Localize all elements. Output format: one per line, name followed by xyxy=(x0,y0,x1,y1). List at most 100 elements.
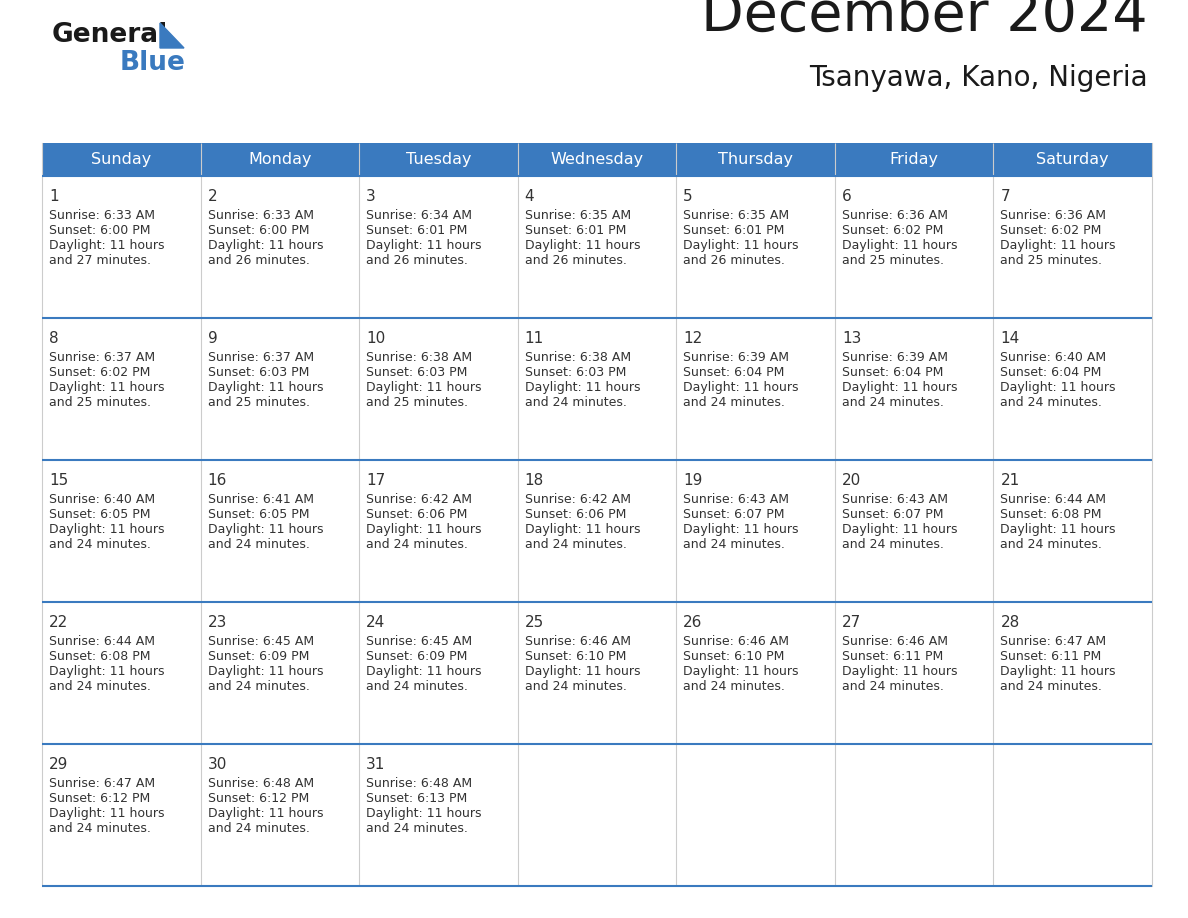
Text: and 24 minutes.: and 24 minutes. xyxy=(366,538,468,551)
Text: Sunrise: 6:42 AM: Sunrise: 6:42 AM xyxy=(525,493,631,506)
Text: Sunset: 6:01 PM: Sunset: 6:01 PM xyxy=(525,224,626,237)
Text: Sunset: 6:01 PM: Sunset: 6:01 PM xyxy=(366,224,468,237)
Text: and 25 minutes.: and 25 minutes. xyxy=(366,396,468,409)
Text: Blue: Blue xyxy=(120,50,185,76)
Text: 23: 23 xyxy=(208,615,227,630)
Text: 24: 24 xyxy=(366,615,385,630)
Text: Sunrise: 6:45 AM: Sunrise: 6:45 AM xyxy=(366,635,473,648)
Text: and 26 minutes.: and 26 minutes. xyxy=(366,254,468,267)
Text: Sunrise: 6:35 AM: Sunrise: 6:35 AM xyxy=(683,209,789,222)
Text: Daylight: 11 hours: Daylight: 11 hours xyxy=(208,665,323,678)
Text: General: General xyxy=(52,22,169,48)
Text: and 24 minutes.: and 24 minutes. xyxy=(842,680,943,693)
Text: Daylight: 11 hours: Daylight: 11 hours xyxy=(842,239,958,252)
Text: Daylight: 11 hours: Daylight: 11 hours xyxy=(1000,239,1116,252)
Text: 30: 30 xyxy=(208,757,227,772)
Text: Sunrise: 6:43 AM: Sunrise: 6:43 AM xyxy=(683,493,789,506)
Text: Sunrise: 6:35 AM: Sunrise: 6:35 AM xyxy=(525,209,631,222)
Bar xyxy=(42,318,1152,460)
Text: and 24 minutes.: and 24 minutes. xyxy=(49,680,151,693)
Text: Daylight: 11 hours: Daylight: 11 hours xyxy=(683,381,798,394)
Text: Sunrise: 6:37 AM: Sunrise: 6:37 AM xyxy=(208,351,314,364)
Text: 20: 20 xyxy=(842,473,861,488)
Text: Sunset: 6:01 PM: Sunset: 6:01 PM xyxy=(683,224,784,237)
Text: 14: 14 xyxy=(1000,331,1019,346)
Text: Sunset: 6:06 PM: Sunset: 6:06 PM xyxy=(525,508,626,521)
Text: Sunset: 6:12 PM: Sunset: 6:12 PM xyxy=(208,792,309,805)
Text: Sunrise: 6:36 AM: Sunrise: 6:36 AM xyxy=(1000,209,1106,222)
Text: Sunrise: 6:48 AM: Sunrise: 6:48 AM xyxy=(208,777,314,790)
Text: Wednesday: Wednesday xyxy=(550,152,644,167)
Text: Tuesday: Tuesday xyxy=(405,152,472,167)
Text: and 24 minutes.: and 24 minutes. xyxy=(1000,538,1102,551)
Text: Sunset: 6:09 PM: Sunset: 6:09 PM xyxy=(366,650,468,663)
Text: Sunrise: 6:46 AM: Sunrise: 6:46 AM xyxy=(842,635,948,648)
Text: and 24 minutes.: and 24 minutes. xyxy=(525,538,626,551)
Text: Daylight: 11 hours: Daylight: 11 hours xyxy=(49,239,164,252)
Text: 25: 25 xyxy=(525,615,544,630)
Text: Sunrise: 6:47 AM: Sunrise: 6:47 AM xyxy=(49,777,156,790)
Text: Sunset: 6:00 PM: Sunset: 6:00 PM xyxy=(208,224,309,237)
Text: Sunset: 6:13 PM: Sunset: 6:13 PM xyxy=(366,792,467,805)
Text: Sunset: 6:10 PM: Sunset: 6:10 PM xyxy=(525,650,626,663)
Text: 15: 15 xyxy=(49,473,68,488)
Text: and 26 minutes.: and 26 minutes. xyxy=(208,254,309,267)
Text: Daylight: 11 hours: Daylight: 11 hours xyxy=(208,807,323,820)
Text: Sunrise: 6:48 AM: Sunrise: 6:48 AM xyxy=(366,777,473,790)
Text: Daylight: 11 hours: Daylight: 11 hours xyxy=(49,665,164,678)
Text: and 24 minutes.: and 24 minutes. xyxy=(49,822,151,835)
Text: Sunrise: 6:33 AM: Sunrise: 6:33 AM xyxy=(49,209,154,222)
Text: and 24 minutes.: and 24 minutes. xyxy=(49,538,151,551)
Text: and 24 minutes.: and 24 minutes. xyxy=(525,396,626,409)
Text: and 24 minutes.: and 24 minutes. xyxy=(525,680,626,693)
Text: 5: 5 xyxy=(683,189,693,204)
Text: Daylight: 11 hours: Daylight: 11 hours xyxy=(366,665,481,678)
Text: Sunset: 6:02 PM: Sunset: 6:02 PM xyxy=(1000,224,1101,237)
Text: Daylight: 11 hours: Daylight: 11 hours xyxy=(525,381,640,394)
Text: 9: 9 xyxy=(208,331,217,346)
Text: Sunrise: 6:38 AM: Sunrise: 6:38 AM xyxy=(366,351,473,364)
Bar xyxy=(42,460,1152,602)
Text: Sunrise: 6:34 AM: Sunrise: 6:34 AM xyxy=(366,209,472,222)
Text: Sunset: 6:04 PM: Sunset: 6:04 PM xyxy=(842,366,943,379)
Text: and 24 minutes.: and 24 minutes. xyxy=(1000,680,1102,693)
Text: Sunset: 6:05 PM: Sunset: 6:05 PM xyxy=(208,508,309,521)
Text: Daylight: 11 hours: Daylight: 11 hours xyxy=(1000,523,1116,536)
Text: Sunrise: 6:40 AM: Sunrise: 6:40 AM xyxy=(1000,351,1106,364)
Text: and 24 minutes.: and 24 minutes. xyxy=(683,680,785,693)
Text: and 24 minutes.: and 24 minutes. xyxy=(683,396,785,409)
Text: Sunset: 6:07 PM: Sunset: 6:07 PM xyxy=(683,508,785,521)
Text: and 24 minutes.: and 24 minutes. xyxy=(208,822,309,835)
Text: Sunrise: 6:45 AM: Sunrise: 6:45 AM xyxy=(208,635,314,648)
Text: Daylight: 11 hours: Daylight: 11 hours xyxy=(525,239,640,252)
Text: and 26 minutes.: and 26 minutes. xyxy=(683,254,785,267)
Text: 4: 4 xyxy=(525,189,535,204)
Text: and 25 minutes.: and 25 minutes. xyxy=(208,396,310,409)
Bar xyxy=(42,143,1152,176)
Text: Daylight: 11 hours: Daylight: 11 hours xyxy=(842,381,958,394)
Bar xyxy=(42,602,1152,744)
Text: December 2024: December 2024 xyxy=(701,0,1148,43)
Text: 17: 17 xyxy=(366,473,385,488)
Text: 2: 2 xyxy=(208,189,217,204)
Text: and 27 minutes.: and 27 minutes. xyxy=(49,254,151,267)
Text: Saturday: Saturday xyxy=(1036,152,1110,167)
Text: Sunset: 6:03 PM: Sunset: 6:03 PM xyxy=(208,366,309,379)
Text: 16: 16 xyxy=(208,473,227,488)
Text: Sunset: 6:04 PM: Sunset: 6:04 PM xyxy=(1000,366,1101,379)
Text: and 24 minutes.: and 24 minutes. xyxy=(683,538,785,551)
Text: 7: 7 xyxy=(1000,189,1010,204)
Text: Monday: Monday xyxy=(248,152,311,167)
Text: Sunset: 6:02 PM: Sunset: 6:02 PM xyxy=(49,366,151,379)
Text: Sunset: 6:07 PM: Sunset: 6:07 PM xyxy=(842,508,943,521)
Bar xyxy=(42,744,1152,886)
Text: Sunset: 6:12 PM: Sunset: 6:12 PM xyxy=(49,792,150,805)
Text: Sunrise: 6:39 AM: Sunrise: 6:39 AM xyxy=(842,351,948,364)
Text: 22: 22 xyxy=(49,615,68,630)
Text: and 24 minutes.: and 24 minutes. xyxy=(208,680,309,693)
Text: and 24 minutes.: and 24 minutes. xyxy=(1000,396,1102,409)
Text: Daylight: 11 hours: Daylight: 11 hours xyxy=(49,381,164,394)
Text: 19: 19 xyxy=(683,473,702,488)
Text: Sunrise: 6:39 AM: Sunrise: 6:39 AM xyxy=(683,351,789,364)
Text: 28: 28 xyxy=(1000,615,1019,630)
